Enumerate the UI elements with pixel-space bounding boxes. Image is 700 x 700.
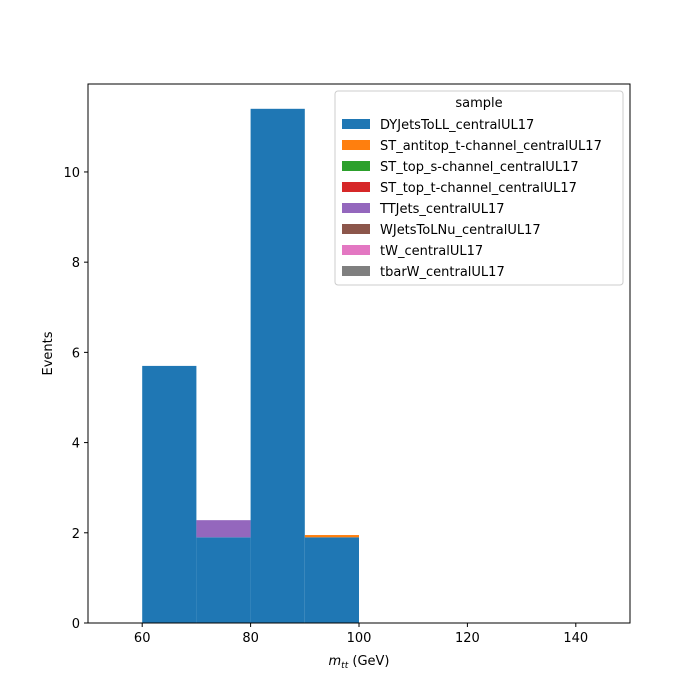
y-tick-label: 4 — [72, 437, 80, 452]
x-tick-label: 60 — [134, 631, 151, 646]
bar-DYJetsToLL_centralUL17-bin-3 — [304, 537, 359, 623]
legend-swatch — [342, 266, 370, 276]
bar-ST_antitop_t-channel_centralUL17-bin-3 — [304, 535, 359, 538]
legend: sample DYJetsToLL_centralUL17 ST_antitop_… — [334, 90, 624, 286]
legend-title: sample — [455, 96, 502, 111]
legend-box — [334, 90, 624, 286]
legend-swatch — [342, 161, 370, 171]
y-tick-label: 10 — [63, 166, 80, 181]
y-axis-label: Events — [41, 331, 56, 375]
y-tick-label: 8 — [72, 256, 80, 271]
bar-DYJetsToLL_centralUL17-bin-1 — [196, 537, 251, 623]
legend-label: tbarW_centralUL17 — [380, 265, 505, 280]
bars-layer — [142, 108, 359, 623]
x-axis-label: mtt (GeV) — [329, 654, 390, 671]
bar-DYJetsToLL_centralUL17-bin-2 — [250, 108, 305, 623]
legend-swatch — [342, 119, 370, 129]
x-tick-label: 140 — [563, 631, 588, 646]
x-axis-ticks: 60 80 100 120 140 — [134, 623, 588, 646]
y-tick-label: 2 — [72, 527, 80, 542]
legend-swatch — [342, 203, 370, 213]
x-tick-label: 80 — [242, 631, 259, 646]
legend-swatch — [342, 245, 370, 255]
legend-swatch — [342, 224, 370, 234]
legend-swatch — [342, 140, 370, 150]
y-tick-label: 0 — [72, 617, 80, 632]
bar-TTJets_centralUL17-bin-1 — [196, 520, 251, 538]
legend-label: TTJets_centralUL17 — [379, 202, 505, 217]
legend-label: WJetsToLNu_centralUL17 — [380, 223, 541, 238]
legend-label: ST_antitop_t-channel_centralUL17 — [380, 139, 602, 154]
y-tick-label: 6 — [72, 346, 80, 361]
bar-DYJetsToLL_centralUL17-bin-0 — [142, 365, 197, 623]
y-axis-ticks: 0 2 4 6 8 10 — [63, 166, 88, 632]
legend-swatch — [342, 182, 370, 192]
legend-label: ST_top_s-channel_centralUL17 — [380, 160, 579, 175]
legend-label: tW_centralUL17 — [380, 244, 483, 259]
legend-label: ST_top_t-channel_centralUL17 — [380, 181, 577, 196]
x-tick-label: 120 — [455, 631, 480, 646]
legend-items: DYJetsToLL_centralUL17 ST_antitop_t-chann… — [342, 118, 602, 280]
legend-label: DYJetsToLL_centralUL17 — [380, 118, 534, 133]
x-tick-label: 100 — [347, 631, 372, 646]
